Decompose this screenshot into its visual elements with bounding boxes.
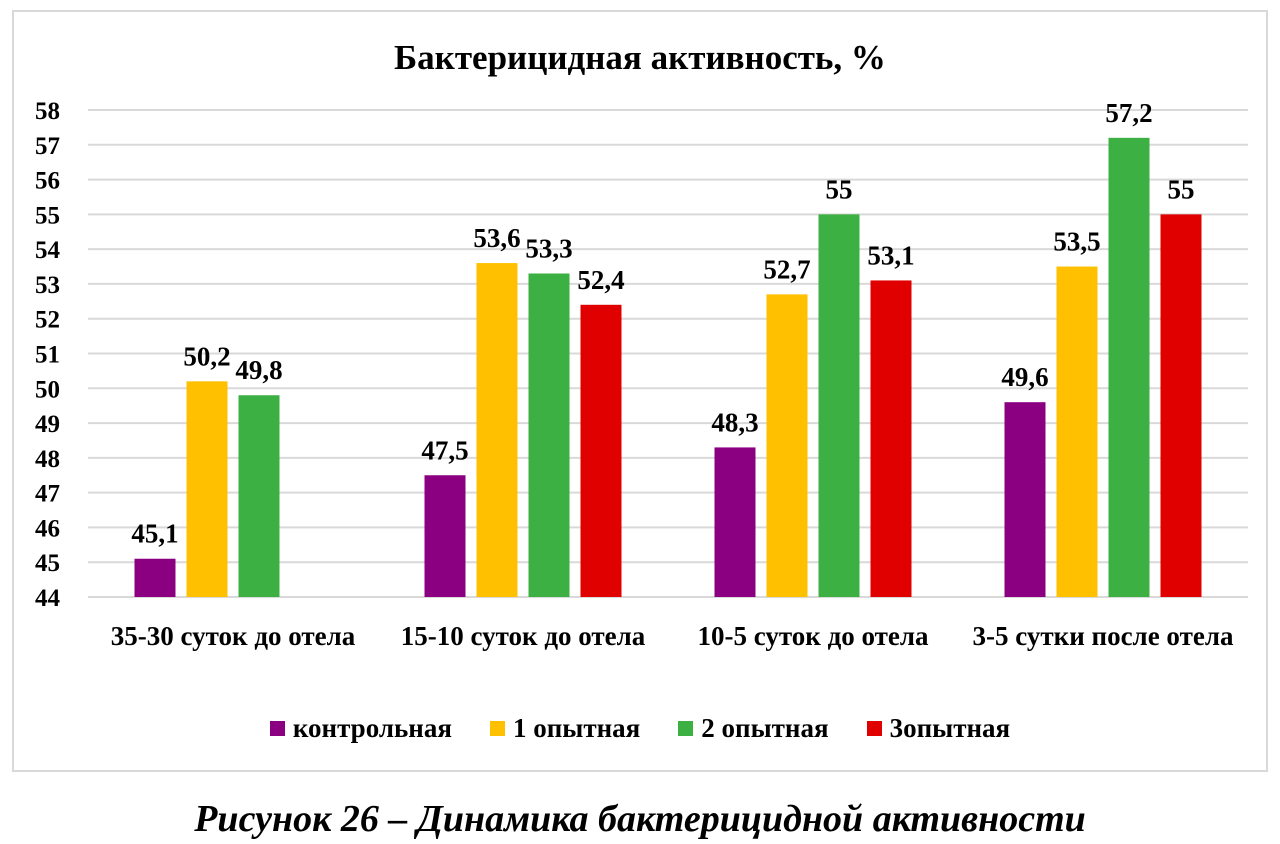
- bar: [1160, 214, 1202, 597]
- data-label: 55: [826, 174, 853, 204]
- bar: [1056, 266, 1098, 597]
- bar: [424, 475, 466, 597]
- x-tick-label: 3-5 сутки после отела: [972, 621, 1234, 651]
- legend-item: 2 опытная: [678, 713, 829, 744]
- legend-swatch: [866, 721, 882, 736]
- x-tick-label: 15-10 суток до отела: [400, 621, 646, 651]
- bar: [870, 280, 912, 597]
- data-label: 49,6: [1001, 362, 1048, 392]
- legend-swatch: [269, 721, 285, 736]
- data-label: 53,6: [473, 223, 520, 253]
- y-tick-label: 44: [35, 585, 61, 612]
- data-label: 49,8: [235, 355, 282, 385]
- data-label: 53,1: [867, 240, 914, 270]
- bar: [186, 381, 228, 597]
- bar: [714, 447, 756, 597]
- legend-swatch: [678, 721, 694, 736]
- bar: [238, 395, 280, 597]
- data-label: 53,5: [1053, 227, 1100, 257]
- data-label: 57,2: [1105, 98, 1152, 128]
- legend-label: контрольная: [292, 713, 452, 743]
- bar: [580, 304, 622, 597]
- legend-item: 3опытная: [866, 713, 1011, 744]
- x-tick-label: 10-5 суток до отела: [697, 621, 929, 651]
- y-tick-label: 45: [35, 550, 60, 577]
- y-tick-label: 54: [35, 237, 61, 264]
- figure-caption: Рисунок 26 – Динамика бактерицидной акти…: [194, 798, 1086, 840]
- x-tick-label: 35-30 суток до отела: [110, 621, 356, 651]
- legend-swatch: [489, 721, 505, 736]
- y-tick-label: 52: [35, 307, 60, 334]
- legend-item: контрольная: [269, 713, 452, 744]
- bar: [476, 263, 518, 597]
- legend-label: 1 опытная: [512, 713, 641, 743]
- y-tick-label: 56: [35, 168, 60, 195]
- y-tick-label: 48: [35, 446, 60, 473]
- y-tick-label: 58: [35, 98, 60, 125]
- y-tick-label: 46: [35, 515, 60, 542]
- bar: [766, 294, 808, 597]
- legend-label: 3опытная: [889, 713, 1011, 743]
- legend-item: 1 опытная: [489, 713, 641, 744]
- y-tick-label: 47: [35, 481, 60, 508]
- data-label: 55: [1168, 174, 1195, 204]
- bar: [818, 214, 860, 597]
- y-tick-label: 49: [35, 411, 60, 438]
- bar: [1108, 137, 1150, 598]
- data-label: 53,3: [525, 233, 572, 263]
- data-label: 48,3: [711, 407, 758, 437]
- chart-title: Бактерицидная активность, %: [394, 38, 886, 77]
- y-tick-label: 55: [35, 202, 60, 229]
- bar: [134, 558, 176, 597]
- data-label: 50,2: [183, 341, 230, 371]
- bar: [528, 273, 570, 597]
- legend-label: 2 опытная: [701, 713, 829, 743]
- chart-legend: контрольная 1 опытная 2 опытная 3опытная: [0, 713, 1280, 744]
- data-label: 52,4: [577, 265, 624, 295]
- data-label: 52,7: [763, 254, 810, 284]
- y-tick-label: 57: [35, 133, 60, 160]
- y-tick-label: 53: [35, 272, 60, 299]
- bar: [1004, 402, 1046, 597]
- data-label: 45,1: [131, 519, 178, 549]
- data-label: 47,5: [421, 435, 468, 465]
- y-tick-label: 51: [35, 342, 60, 369]
- y-tick-label: 50: [35, 376, 60, 403]
